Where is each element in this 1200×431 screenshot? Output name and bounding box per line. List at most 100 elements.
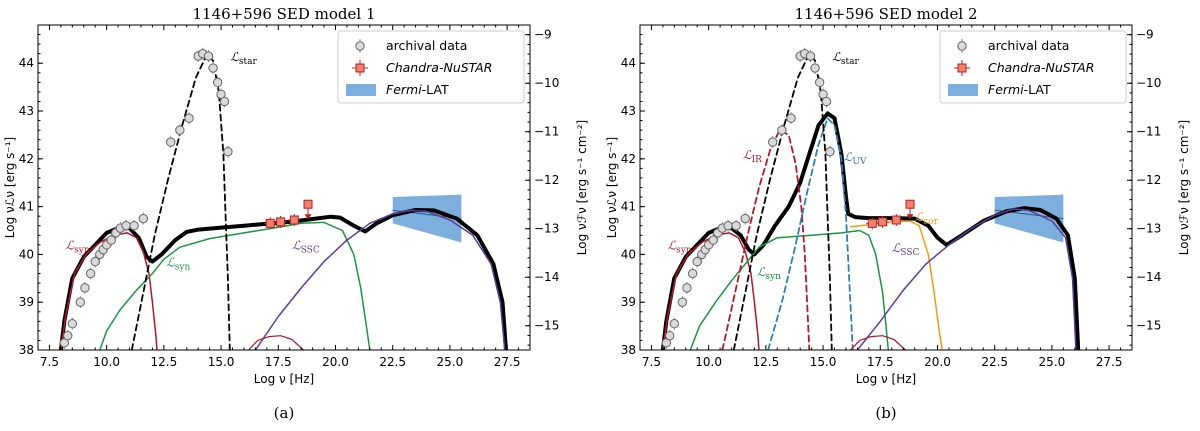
series-star-line xyxy=(732,52,833,350)
annotation-subscript: UV xyxy=(852,157,867,167)
fermi-lat-band xyxy=(392,194,462,243)
annotation-label: ℒsyn xyxy=(667,239,691,256)
chandra-nustar-point xyxy=(891,215,901,225)
y-tick-label: 40 xyxy=(621,247,636,261)
legend-label-text: archival data xyxy=(988,38,1069,53)
upper-limit-arrow xyxy=(304,214,312,220)
x-axis-label: Log ν [Hz] xyxy=(254,372,314,386)
annotation-subscript: syn xyxy=(765,272,781,282)
figure-caption: (b) xyxy=(875,404,896,422)
annotation-symbol: ℒ xyxy=(832,50,841,64)
archival-data-point xyxy=(184,113,194,123)
y-tick-label: 43 xyxy=(19,104,34,118)
archival-data-point xyxy=(677,297,688,307)
y2-tick-label: −12 xyxy=(534,173,559,187)
y2-tick-label: −14 xyxy=(534,270,559,284)
y2-tick-label: −9 xyxy=(1136,28,1154,42)
x-tick-label: 15.0 xyxy=(810,355,837,369)
chandra-nustar-point xyxy=(878,217,888,227)
legend-fermi-patch xyxy=(346,84,376,96)
y-tick-label: 42 xyxy=(19,152,34,166)
annotation-subscript: syn xyxy=(676,246,692,256)
upper-limit-arrow xyxy=(906,214,914,220)
archival-data-point xyxy=(777,125,787,135)
archival-data-point xyxy=(67,319,78,329)
annotation-label: ℒstar xyxy=(230,50,257,67)
chart-title: 1146+596 SED model 2 xyxy=(794,5,977,23)
archival-data-point xyxy=(692,256,702,267)
annotation-subscript: star xyxy=(239,57,258,67)
archival-data-point xyxy=(665,330,675,341)
legend-label: Chandra-NuSTAR xyxy=(386,60,492,75)
x-tick-label: 10.0 xyxy=(695,355,722,369)
chart-panel-1: 7.5 10.0 12.5 15.0 17.5 20.0 22.5 25.0 27.5 38 39 4… xyxy=(3,5,589,422)
y-tick-label: 44 xyxy=(621,56,636,70)
legend-chandra-marker xyxy=(355,63,365,73)
y-tick-label: 38 xyxy=(621,343,636,357)
archival-data-point xyxy=(805,51,816,61)
fermi-lat-band xyxy=(994,194,1064,243)
x-axis-label: Log ν [Hz] xyxy=(856,372,916,386)
annotation-subscript: star xyxy=(841,57,860,67)
annotation-label: ℒsyn xyxy=(166,255,190,272)
x-tick-label: 12.5 xyxy=(753,355,780,369)
y2-tick-label: −11 xyxy=(1136,125,1161,139)
legend: archival data Chandra-NuSTAR Fermi-LAT xyxy=(939,30,1127,104)
y2-tick-label: −11 xyxy=(534,125,559,139)
archival-data-point xyxy=(129,221,139,231)
y-tick-label: 41 xyxy=(19,200,34,214)
legend-label: Chandra-NuSTAR xyxy=(988,60,1094,75)
archival-data-point xyxy=(166,137,176,147)
annotation-subscript: syn xyxy=(175,262,191,272)
series-syn2-line xyxy=(99,221,371,350)
archival-data-point xyxy=(106,235,116,245)
y2-tick-label: −15 xyxy=(534,319,559,333)
legend: archival data Chandra-NuSTAR Fermi-LAT xyxy=(337,30,525,104)
series-star-line xyxy=(130,52,231,350)
y2-tick-label: −13 xyxy=(1136,222,1161,236)
x-tick-label: 22.5 xyxy=(379,355,406,369)
annotation-label: ℒsyn xyxy=(65,239,89,256)
annotation-symbol: ℒ xyxy=(65,239,74,253)
annotation-label: ℒSSC xyxy=(892,241,920,258)
archival-data-point xyxy=(175,125,185,135)
archival-data-point xyxy=(768,137,778,147)
x-tick-label: 17.5 xyxy=(867,355,894,369)
y2-tick-label: −10 xyxy=(534,76,559,90)
archival-data-point xyxy=(682,283,692,293)
plot-area xyxy=(660,47,1081,350)
x-tick-label: 25.0 xyxy=(437,355,464,369)
archival-data-point xyxy=(208,63,218,73)
y2-tick-label: −14 xyxy=(1136,270,1161,284)
archival-data-point xyxy=(80,283,90,293)
archival-data-point xyxy=(708,235,718,245)
annotation-symbol: ℒ xyxy=(166,255,175,269)
x-tick-label: 15.0 xyxy=(208,355,235,369)
series-syn-line xyxy=(662,232,760,350)
x-tick-label: 20.0 xyxy=(322,355,349,369)
legend-archival-marker xyxy=(957,41,967,51)
archival-data-point xyxy=(212,77,223,88)
x-tick-label: 22.5 xyxy=(981,355,1008,369)
y2-tick-label: −12 xyxy=(1136,173,1161,187)
x-tick-label: 10.0 xyxy=(93,355,120,369)
legend-archival-marker xyxy=(355,41,365,51)
x-tick-label: 25.0 xyxy=(1039,355,1066,369)
archival-data-point xyxy=(810,63,820,73)
annotation-subscript: IR xyxy=(752,155,763,165)
annotation-label: ℒUV xyxy=(844,150,867,167)
legend-box xyxy=(337,30,525,104)
legend-chandra-marker xyxy=(957,63,967,73)
archival-data-point xyxy=(219,96,230,107)
plot-area xyxy=(58,47,508,350)
upper-limit-point xyxy=(905,199,915,209)
series-small-line xyxy=(247,335,305,350)
archival-data-point xyxy=(814,77,825,88)
archival-data-point xyxy=(687,268,698,279)
legend-label: archival data xyxy=(386,38,467,53)
y-tick-label: 39 xyxy=(19,295,34,309)
series-SSC-line xyxy=(254,209,506,350)
y2-axis-label: Log νℱν [erg s⁻¹ cm⁻²] xyxy=(1177,120,1191,255)
y2-tick-label: −15 xyxy=(1136,319,1161,333)
annotation-symbol: ℒ xyxy=(892,241,901,255)
